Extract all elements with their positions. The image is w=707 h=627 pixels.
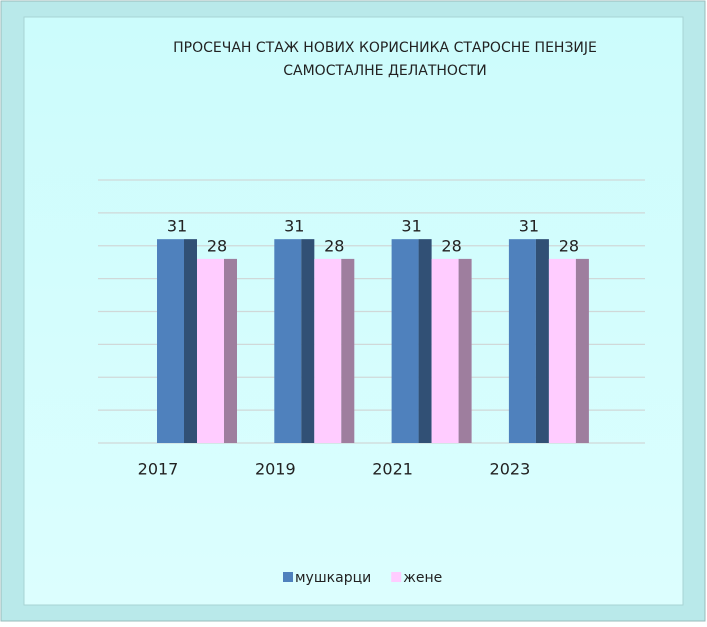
bar-side-shade bbox=[184, 239, 197, 443]
legend-label: жене bbox=[403, 570, 442, 586]
bar bbox=[314, 258, 355, 443]
legend-swatch bbox=[283, 572, 293, 582]
bar-side bbox=[535, 239, 549, 443]
bar-front bbox=[391, 239, 419, 443]
legend-label: мушкарци bbox=[295, 570, 371, 586]
bar-side bbox=[458, 258, 472, 443]
x-tick-label: 2019 bbox=[255, 460, 296, 479]
bar-front bbox=[548, 258, 576, 443]
bar bbox=[197, 258, 237, 443]
bar bbox=[548, 258, 589, 443]
bar-front bbox=[197, 258, 224, 443]
data-label: 31 bbox=[167, 217, 187, 236]
bar-side bbox=[184, 239, 197, 443]
chart-title: ПРОСЕЧАН СТАЖ НОВИХ КОРИСНИКА СТАРОСНЕ П… bbox=[173, 40, 597, 56]
data-label: 31 bbox=[284, 217, 304, 236]
x-tick-label: 2023 bbox=[490, 460, 531, 479]
bar-side-shade bbox=[341, 258, 355, 443]
bar-side-shade bbox=[224, 258, 237, 443]
bar bbox=[391, 239, 432, 443]
data-label: 28 bbox=[207, 236, 227, 255]
chart-subtitle: САМОСТАЛНЕ ДЕЛАТНОСТИ bbox=[283, 63, 487, 79]
bar-side bbox=[224, 258, 237, 443]
data-label: 28 bbox=[441, 236, 461, 255]
bar-side bbox=[418, 239, 432, 443]
bar-side bbox=[341, 258, 355, 443]
bar-side-shade bbox=[301, 239, 315, 443]
bar bbox=[157, 239, 197, 443]
bar-front bbox=[508, 239, 536, 443]
data-label: 28 bbox=[324, 236, 344, 255]
bar-side-shade bbox=[458, 258, 472, 443]
bar-side-shade bbox=[575, 258, 589, 443]
bar-front bbox=[314, 258, 342, 443]
bar bbox=[508, 239, 549, 443]
legend-swatch bbox=[391, 572, 402, 582]
data-label: 28 bbox=[559, 236, 579, 255]
bar-front bbox=[431, 258, 459, 443]
bar-front bbox=[157, 239, 184, 443]
bar-side bbox=[301, 239, 315, 443]
data-label: 31 bbox=[401, 217, 421, 236]
data-label: 31 bbox=[519, 217, 539, 236]
bar-front bbox=[274, 239, 302, 443]
bar-side bbox=[575, 258, 589, 443]
bar bbox=[274, 239, 315, 443]
x-tick-label: 2017 bbox=[138, 460, 179, 479]
x-tick-label: 2021 bbox=[372, 460, 413, 479]
bar bbox=[431, 258, 472, 443]
bar-side-shade bbox=[418, 239, 432, 443]
bar-side-shade bbox=[535, 239, 549, 443]
